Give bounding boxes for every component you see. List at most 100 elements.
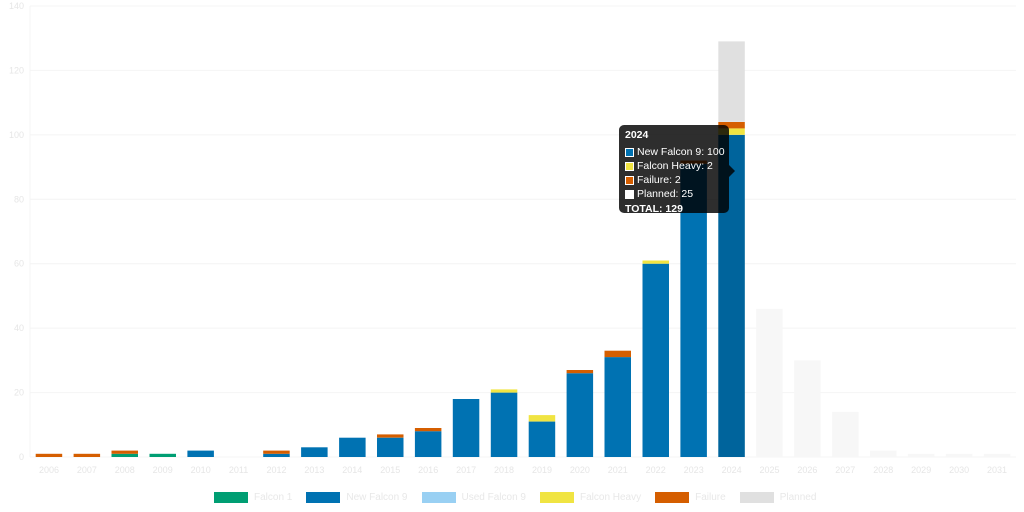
- bar-segment-falcon-heavy[interactable]: [642, 260, 670, 264]
- bar-segment-new-falcon-9[interactable]: [566, 373, 594, 457]
- bar-segment-new-falcon-9[interactable]: [187, 450, 214, 457]
- legend-swatch-icon: [739, 491, 774, 503]
- x-tick-label: 2026: [797, 465, 817, 475]
- legend-item[interactable]: Used Falcon 9: [421, 491, 526, 503]
- y-tick-label: 140: [9, 1, 24, 11]
- bar-segment-falcon-heavy[interactable]: [718, 128, 745, 135]
- bar-segment-planned[interactable]: [756, 308, 783, 457]
- tooltip: 2024 New Falcon 9: 100 Falcon Heavy: 2 F…: [619, 125, 735, 215]
- x-tick-label: 2024: [722, 465, 742, 475]
- bar-segment-falcon-1[interactable]: [111, 453, 139, 457]
- x-tick-label: 2011: [229, 465, 248, 475]
- x-tick-label: 2017: [456, 465, 476, 475]
- x-tick-label: 2031: [987, 465, 1007, 475]
- bar-segment-planned[interactable]: [870, 450, 897, 457]
- bar-segment-new-falcon-9[interactable]: [604, 357, 632, 457]
- x-tick-label: 2029: [911, 465, 931, 475]
- x-tick-label: 2012: [266, 465, 286, 475]
- y-tick-label: 20: [14, 388, 24, 398]
- tooltip-row: New Falcon 9: 100: [625, 145, 725, 159]
- x-tick-label: 2025: [759, 465, 779, 475]
- legend-swatch-icon: [655, 491, 690, 503]
- legend-swatch-icon: [539, 491, 574, 503]
- tooltip-swatch-icon: [625, 147, 634, 157]
- x-tick-label: 2028: [873, 465, 893, 475]
- legend-label: Falcon 1: [254, 491, 293, 503]
- tooltip-row-label: Failure: 2: [637, 174, 681, 186]
- bar-segment-planned[interactable]: [832, 411, 859, 457]
- bar-segment-failure[interactable]: [263, 450, 290, 454]
- tooltip-total: TOTAL: 129: [625, 203, 683, 215]
- bar-segment-failure[interactable]: [35, 453, 63, 457]
- bar-segment-failure[interactable]: [73, 453, 101, 457]
- bar-segment-planned[interactable]: [718, 41, 745, 122]
- bar-segment-failure[interactable]: [111, 450, 139, 454]
- y-tick-label: 120: [9, 65, 24, 75]
- bar-segment-new-falcon-9[interactable]: [377, 437, 404, 457]
- y-tick-label: 100: [9, 130, 24, 140]
- bar-segment-planned[interactable]: [794, 360, 821, 457]
- x-tick-label: 2020: [570, 465, 590, 475]
- x-tick-label: 2021: [608, 465, 628, 475]
- bar-segment-new-falcon-9[interactable]: [339, 437, 366, 457]
- x-tick-label: 2018: [494, 465, 514, 475]
- x-tick-label: 2019: [532, 465, 552, 475]
- bar-segment-new-falcon-9[interactable]: [528, 421, 556, 457]
- x-tick-label: 2014: [342, 465, 362, 475]
- tooltip-swatch-icon: [625, 189, 634, 199]
- legend-label: New Falcon 9: [346, 491, 408, 503]
- legend-item[interactable]: Falcon Heavy: [539, 491, 642, 503]
- tooltip-row-label: Falcon Heavy: 2: [637, 160, 713, 172]
- bar-segment-failure[interactable]: [414, 428, 442, 432]
- x-axis: 2006 2007 2008 2009 2010 2011 2012 2013 2014 2015…: [39, 465, 1007, 475]
- bar-segment-failure[interactable]: [718, 122, 745, 129]
- tooltip-row: Falcon Heavy: 2: [625, 159, 723, 173]
- bar-segment-failure[interactable]: [377, 434, 404, 438]
- bar-segment-planned[interactable]: [907, 453, 935, 457]
- bar-segment-planned[interactable]: [983, 453, 1011, 457]
- x-tick-label: 2015: [380, 465, 400, 475]
- legend-item[interactable]: Planned: [739, 491, 817, 503]
- bar-segment-new-falcon-9[interactable]: [452, 399, 480, 457]
- legend-item[interactable]: Failure: [655, 491, 726, 503]
- legend-label: Planned: [779, 491, 817, 503]
- x-tick-label: 2027: [835, 465, 855, 475]
- tooltip-caret: [729, 165, 735, 177]
- tooltip-title: 2024: [625, 129, 649, 141]
- y-tick-label: 60: [14, 259, 24, 269]
- y-axis: 0 20 40 60 80 100 120 140: [9, 1, 24, 462]
- tooltip-swatch-icon: [625, 161, 634, 171]
- bar-segment-planned[interactable]: [945, 453, 973, 457]
- legend-label: Used Falcon 9: [461, 491, 526, 503]
- x-tick-label: 2006: [39, 465, 59, 475]
- bar-segment-failure[interactable]: [604, 350, 632, 358]
- bar-segment-new-falcon-9[interactable]: [490, 392, 518, 457]
- tooltip-row-label: New Falcon 9: 100: [637, 146, 725, 158]
- legend-swatch-icon: [214, 491, 248, 503]
- x-tick-label: 2022: [646, 465, 666, 475]
- x-tick-label: 2007: [77, 465, 97, 475]
- x-tick-label: 2008: [115, 465, 135, 475]
- bar-segment-failure[interactable]: [566, 370, 594, 374]
- bar-segment-falcon-1[interactable]: [149, 453, 177, 457]
- legend-label: Falcon Heavy: [579, 491, 642, 503]
- grid: [29, 5, 1016, 458]
- bar-segment-new-falcon-9[interactable]: [414, 431, 442, 457]
- legend-item[interactable]: New Falcon 9: [306, 491, 408, 503]
- y-tick-label: 0: [19, 452, 24, 462]
- tooltip-row: Planned: 25: [625, 187, 723, 201]
- legend-item[interactable]: Falcon 1: [214, 491, 293, 503]
- bar-segment-new-falcon-9[interactable]: [301, 447, 328, 457]
- bar-segment-falcon-heavy[interactable]: [528, 415, 556, 422]
- bar-segment-new-falcon-9[interactable]: [263, 453, 290, 457]
- x-tick-label: 2016: [418, 465, 438, 475]
- legend-label: Failure: [695, 491, 726, 503]
- bars: [35, 41, 1011, 458]
- bar-segment-falcon-heavy[interactable]: [490, 389, 518, 393]
- y-tick-label: 80: [14, 194, 24, 204]
- x-tick-label: 2009: [153, 465, 173, 475]
- bar-segment-new-falcon-9[interactable]: [642, 263, 670, 457]
- legend-swatch-icon: [421, 491, 456, 503]
- tooltip-swatch-icon: [625, 175, 634, 185]
